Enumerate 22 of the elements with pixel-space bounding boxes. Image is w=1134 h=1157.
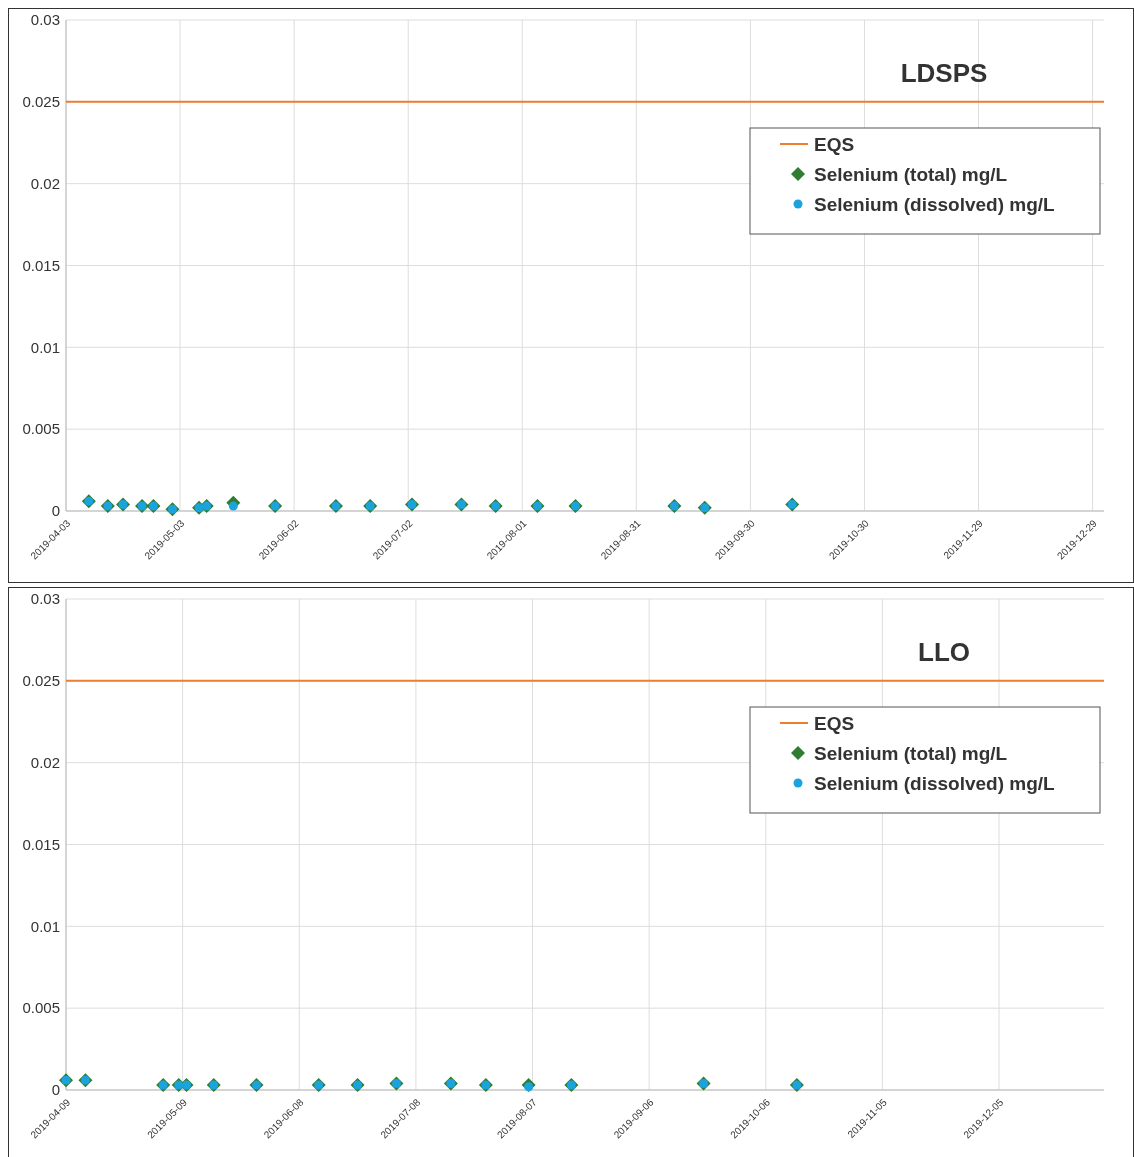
legend-label: EQS [814,712,855,734]
y-tick-label: 0.015 [22,256,60,274]
y-tick-label: 0.025 [22,672,60,690]
text: LDSPS [900,58,988,88]
y-tick-label: 0.01 [30,917,60,935]
y-tick-label: 0.03 [30,11,60,29]
y-tick-label: 0.02 [30,753,60,771]
y-tick-label: 0.005 [22,999,60,1017]
y-tick-label: 0 [51,1081,60,1099]
legend-label: Selenium (dissolved) mg/L [814,193,1056,215]
legend-label: Selenium (total) mg/L [814,742,1008,764]
y-tick-label: 0.005 [22,420,60,438]
y-tick-label: 0.02 [30,174,60,192]
text: LLO [918,637,970,667]
y-tick-label: 0 [51,502,60,520]
legend-label: EQS [814,133,855,155]
y-tick-label: 0.01 [30,338,60,356]
legend-label: Selenium (total) mg/L [814,163,1008,185]
y-tick-label: 0.03 [30,590,60,608]
legend-label: Selenium (dissolved) mg/L [814,772,1056,794]
y-tick-label: 0.015 [22,835,60,853]
y-tick-label: 0.025 [22,93,60,111]
